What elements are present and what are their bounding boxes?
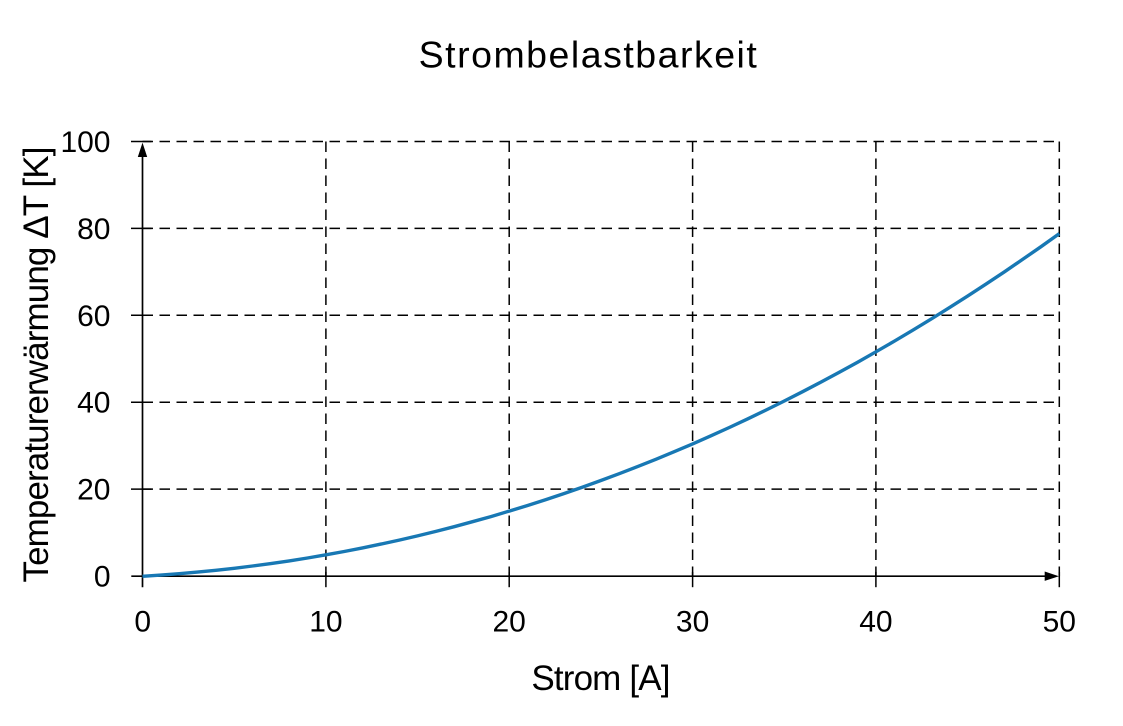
svg-text:20: 20: [77, 474, 110, 507]
svg-text:80: 80: [77, 213, 110, 246]
svg-text:40: 40: [859, 606, 892, 639]
svg-text:50: 50: [1043, 606, 1076, 639]
svg-text:40: 40: [77, 387, 110, 420]
svg-text:0: 0: [134, 606, 151, 639]
svg-text:Temperaturerwärmung ΔT [K]: Temperaturerwärmung ΔT [K]: [17, 147, 56, 582]
svg-text:30: 30: [676, 606, 709, 639]
svg-text:10: 10: [309, 606, 342, 639]
svg-text:100: 100: [60, 126, 110, 159]
svg-text:20: 20: [493, 606, 526, 639]
svg-text:60: 60: [77, 300, 110, 333]
svg-text:0: 0: [94, 561, 111, 594]
svg-text:Strom [A]: Strom [A]: [531, 659, 669, 698]
svg-text:Strombelastbarkeit: Strombelastbarkeit: [419, 34, 759, 76]
